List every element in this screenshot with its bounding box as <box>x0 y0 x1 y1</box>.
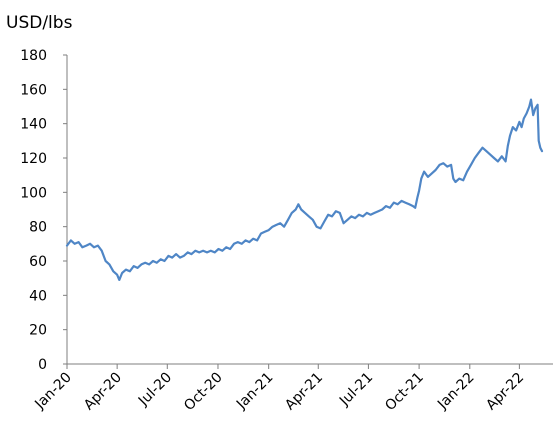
x-tick-label: Apr-20 <box>81 370 125 414</box>
x-tick-label: Jan-21 <box>233 370 276 413</box>
x-tick-label: Jan-22 <box>434 370 477 413</box>
x-tick-label: Oct-21 <box>382 370 427 415</box>
x-tick-label: Apr-21 <box>282 370 326 414</box>
series-line-0 <box>65 98 544 281</box>
x-tick-label: Apr-22 <box>483 370 527 414</box>
x-axis: Jan-20 Apr-20 Jul-20 Oct-20 Jan-21 Apr-21 Jul-… <box>31 363 553 415</box>
x-tick-label: Jul-21 <box>336 370 376 410</box>
x-tick-label: Jan-20 <box>31 370 74 413</box>
y-tick-label: 40 <box>29 288 47 304</box>
x-tick-label: Jul-20 <box>135 370 175 410</box>
y-axis-title: USD/lbs <box>6 13 73 33</box>
y-tick-label: 60 <box>29 254 47 270</box>
x-tick-label: Oct-20 <box>181 370 226 415</box>
series-layer <box>65 98 544 281</box>
y-tick-label: 180 <box>20 48 47 64</box>
y-tick-label: 160 <box>20 82 47 98</box>
y-tick-label: 80 <box>29 220 47 236</box>
y-tick-label: 0 <box>38 357 47 373</box>
y-axis: 0 20 40 60 80 100 120 140 160 180 <box>20 48 68 373</box>
y-tick-label: 100 <box>20 185 47 201</box>
y-tick-label: 120 <box>20 151 47 167</box>
y-tick-label: 20 <box>29 323 47 339</box>
y-tick-label: 140 <box>20 117 47 133</box>
